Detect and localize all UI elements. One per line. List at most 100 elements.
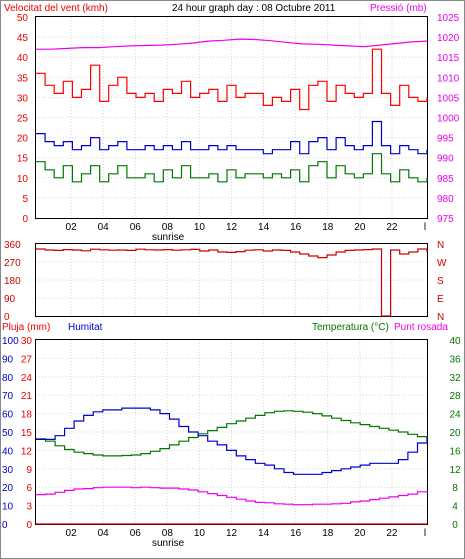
x-tick-label: 14 bbox=[258, 222, 270, 233]
humidity-tick-label: 50 bbox=[2, 428, 14, 439]
wind-tick-label: 10 bbox=[17, 174, 29, 185]
wind-tick-label: 20 bbox=[17, 134, 29, 145]
humidity-tick-label: 80 bbox=[2, 373, 14, 384]
rain-tick-label: 0 bbox=[26, 520, 32, 531]
compass-label: S bbox=[437, 276, 444, 287]
pressure-tick-label: 990 bbox=[437, 154, 454, 165]
temperature-tick-label: 20 bbox=[449, 428, 461, 439]
pressure-tick-label: 975 bbox=[437, 214, 454, 225]
humidity-rain-ticks: 0 10 20 30 40 50 60 70 80 90 100 0 3 6 9 12 15 18 21 24 27 30 bbox=[2, 336, 32, 531]
rain-tick-label: 15 bbox=[21, 428, 33, 439]
direction-tick-label: 180 bbox=[4, 276, 21, 287]
sunrise-label: sunrise bbox=[152, 232, 185, 243]
x-tick-label: 08 bbox=[162, 222, 174, 233]
direction-tick-label: 90 bbox=[4, 294, 16, 305]
wind-left-ticks: 0 5 10 15 20 25 30 35 40 45 50 bbox=[17, 13, 29, 225]
direction-left-ticks: 0 90 180 270 360 bbox=[4, 240, 21, 323]
humidity-tick-label: 70 bbox=[2, 391, 14, 402]
temperature-tick-label: 8 bbox=[452, 483, 458, 494]
x-tick-label: 10 bbox=[194, 528, 206, 539]
pressure-tick-label: 985 bbox=[437, 174, 454, 185]
x-tick-label: 16 bbox=[290, 222, 302, 233]
x-tick-label: 10 bbox=[194, 222, 206, 233]
chart-title: 24 hour graph day : 08 Octubre 2011 bbox=[172, 3, 336, 14]
x-tick-label: 18 bbox=[322, 222, 334, 233]
wind-direction-line bbox=[36, 248, 428, 317]
wind-average-line bbox=[36, 120, 428, 155]
wind-tick-label: 15 bbox=[17, 154, 29, 165]
x-tick-label: 08 bbox=[162, 528, 174, 539]
x-tick-end: l bbox=[424, 528, 426, 539]
humidity-temperature-panel: Pluja (mm) Humitat Temperatura (°C) Punt… bbox=[2, 322, 461, 549]
pressure-tick-label: 980 bbox=[437, 194, 454, 205]
wind-lull-line bbox=[36, 153, 428, 183]
direction-tick-label: 360 bbox=[4, 240, 21, 251]
x-tick-label: 06 bbox=[130, 528, 142, 539]
humidity-tick-label: 40 bbox=[2, 446, 14, 457]
x-tick-label: 16 bbox=[290, 528, 302, 539]
rain-tick-label: 24 bbox=[21, 373, 33, 384]
humidity-axis-label: Humitat bbox=[68, 322, 103, 333]
humidity-x-ticks: 02 04 06 08 10 12 14 16 18 20 22 l bbox=[66, 528, 427, 539]
direction-tick-label: 270 bbox=[4, 258, 21, 269]
rain-tick-label: 27 bbox=[21, 354, 33, 365]
wind-gust-line bbox=[36, 48, 428, 111]
humidity-line bbox=[36, 407, 428, 475]
rain-tick-label: 9 bbox=[26, 465, 32, 476]
compass-label: N bbox=[437, 312, 444, 323]
wind-axis-label: Velocitat del vent (kmh) bbox=[4, 3, 108, 14]
rain-tick-label: 30 bbox=[21, 336, 33, 347]
pressure-line bbox=[36, 38, 428, 50]
wind-tick-label: 45 bbox=[17, 33, 29, 44]
wind-tick-label: 5 bbox=[22, 194, 28, 205]
temperature-line bbox=[36, 410, 428, 457]
compass-label: W bbox=[437, 258, 447, 269]
wind-tick-label: 50 bbox=[17, 13, 29, 24]
wind-x-ticks: 02 04 06 08 10 12 14 16 18 20 22 l bbox=[66, 222, 427, 233]
pressure-tick-label: 995 bbox=[437, 134, 454, 145]
humidity-series bbox=[36, 407, 428, 525]
wind-tick-label: 0 bbox=[22, 214, 28, 225]
x-tick-label: 04 bbox=[98, 528, 110, 539]
humidity-grid bbox=[36, 340, 427, 524]
temperature-tick-label: 16 bbox=[449, 446, 461, 457]
pressure-tick-label: 1015 bbox=[437, 53, 460, 64]
x-tick-label: 20 bbox=[354, 222, 366, 233]
rain-tick-label: 6 bbox=[26, 483, 32, 494]
wind-tick-label: 35 bbox=[17, 73, 29, 84]
temperature-tick-label: 24 bbox=[449, 410, 461, 421]
rain-axis-label: Pluja (mm) bbox=[2, 322, 50, 333]
rain-tick-label: 18 bbox=[21, 410, 33, 421]
humidity-tick-label: 90 bbox=[2, 354, 14, 365]
x-tick-label: 02 bbox=[66, 528, 78, 539]
x-tick-label: 06 bbox=[130, 222, 142, 233]
temperature-tick-label: 40 bbox=[449, 336, 461, 347]
pressure-axis-label: Pressió (mb) bbox=[370, 3, 427, 14]
temperature-axis-label: Temperatura (°C) bbox=[312, 322, 389, 333]
rain-tick-label: 3 bbox=[26, 502, 32, 513]
rain-tick-label: 12 bbox=[21, 446, 33, 457]
compass-label: E bbox=[437, 294, 444, 305]
pressure-tick-label: 1010 bbox=[437, 73, 460, 84]
sunrise-label-bottom: sunrise bbox=[152, 538, 185, 549]
x-tick-label: 18 bbox=[322, 528, 334, 539]
temperature-tick-label: 28 bbox=[449, 391, 461, 402]
temperature-tick-label: 0 bbox=[452, 520, 458, 531]
wind-tick-label: 25 bbox=[17, 114, 29, 125]
pressure-tick-label: 1025 bbox=[437, 13, 460, 24]
pressure-tick-label: 1000 bbox=[437, 114, 460, 125]
dewpoint-line bbox=[36, 486, 428, 506]
direction-grid bbox=[36, 244, 427, 316]
direction-tick-label: 0 bbox=[4, 312, 10, 323]
x-tick-label: 22 bbox=[386, 528, 398, 539]
pressure-tick-label: 1020 bbox=[437, 33, 460, 44]
x-tick-label: 12 bbox=[226, 222, 238, 233]
humidity-tick-label: 30 bbox=[2, 465, 14, 476]
humidity-tick-label: 60 bbox=[2, 410, 14, 421]
rain-tick-label: 21 bbox=[21, 391, 33, 402]
temperature-tick-label: 4 bbox=[452, 502, 458, 513]
wind-grid bbox=[36, 17, 427, 218]
wind-pressure-panel: Velocitat del vent (kmh) 24 hour graph d… bbox=[4, 3, 460, 243]
